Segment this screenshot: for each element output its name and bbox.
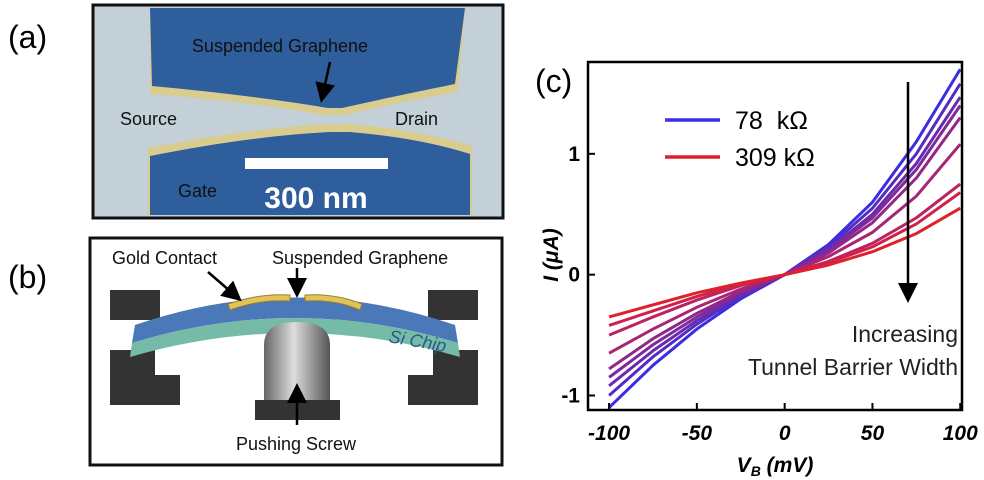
annotation: Source bbox=[120, 109, 177, 129]
x-tick-label: 100 bbox=[943, 422, 978, 445]
annotation: Increasing bbox=[852, 321, 958, 347]
legend-label: 309 kΩ bbox=[735, 144, 815, 172]
scale-bar-label: 300 nm bbox=[264, 182, 367, 215]
figure: (a) (b) (c) Suspended Graphene Source Dr… bbox=[0, 0, 984, 480]
x-tick-label: 50 bbox=[861, 422, 885, 445]
panel-label: (b) bbox=[8, 259, 47, 295]
x-axis-label-subscript: B bbox=[751, 463, 761, 479]
legend-label: 78 kΩ bbox=[735, 107, 808, 135]
annotation: Suspended Graphene bbox=[272, 248, 448, 268]
x-axis-label-unit: (mV) bbox=[761, 454, 814, 477]
x-tick-label: 0 bbox=[779, 422, 791, 445]
y-tick-label: -1 bbox=[561, 385, 580, 408]
annotation: Gold Contact bbox=[112, 248, 217, 268]
x-tick-label: -50 bbox=[682, 422, 713, 445]
panel-label: (a) bbox=[8, 19, 47, 55]
x-tick-label: -100 bbox=[588, 422, 630, 445]
y-tick-label: 1 bbox=[568, 143, 580, 166]
annotation: Gate bbox=[178, 181, 217, 201]
annotation: Suspended Graphene bbox=[192, 36, 368, 56]
x-axis-label: VB (mV) bbox=[737, 454, 814, 479]
y-tick-label: 0 bbox=[568, 264, 580, 287]
annotation: Tunnel Barrier Width bbox=[748, 354, 958, 380]
annotation: Pushing Screw bbox=[236, 434, 357, 454]
y-axis-label: I (μA) bbox=[540, 228, 563, 281]
annotation: Drain bbox=[395, 109, 438, 129]
panel-label: (c) bbox=[535, 63, 572, 99]
